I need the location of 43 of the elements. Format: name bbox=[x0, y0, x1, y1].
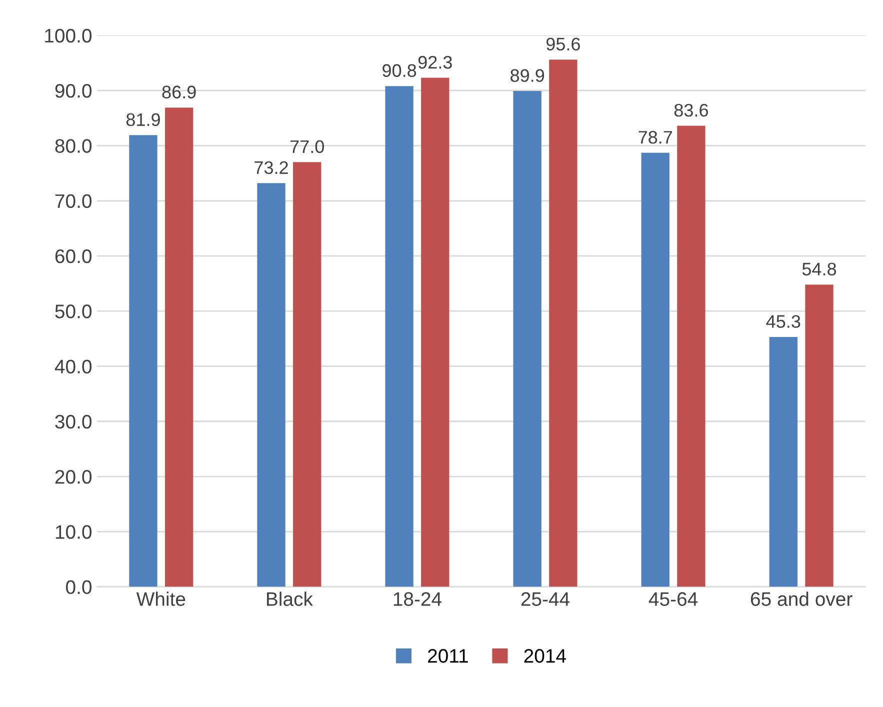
data-label: 90.8 bbox=[382, 64, 416, 77]
data-label: 45.3 bbox=[766, 315, 800, 328]
bar bbox=[293, 162, 322, 587]
y-tick-label: 60.0 bbox=[55, 249, 92, 264]
bar bbox=[129, 135, 158, 587]
data-label: 86.9 bbox=[162, 86, 196, 98]
x-tick-label: White bbox=[136, 592, 186, 606]
x-tick-label: Black bbox=[267, 592, 313, 606]
data-label: 81.9 bbox=[126, 113, 160, 126]
bar bbox=[677, 126, 706, 587]
data-label: 95.6 bbox=[546, 38, 580, 50]
bar bbox=[421, 78, 450, 587]
y-tick-label: 20.0 bbox=[55, 470, 92, 484]
data-label: 73.2 bbox=[254, 161, 288, 174]
data-label: 78.7 bbox=[638, 130, 672, 144]
data-label: 92.3 bbox=[418, 56, 452, 69]
legend-label: 2014 bbox=[524, 649, 566, 663]
y-tick-label: 0.0 bbox=[66, 580, 92, 594]
x-tick-label: 25-44 bbox=[521, 592, 570, 606]
y-tick-label: 40.0 bbox=[54, 360, 92, 374]
bar bbox=[513, 91, 542, 587]
bar bbox=[769, 337, 798, 587]
bar bbox=[385, 86, 414, 587]
data-label: 54.8 bbox=[802, 262, 836, 276]
y-tick-label: 70.0 bbox=[55, 194, 92, 208]
bar bbox=[805, 284, 834, 587]
bar bbox=[549, 60, 578, 587]
y-tick-label: 100.0 bbox=[45, 28, 92, 43]
x-tick-label: 65 and over bbox=[750, 592, 852, 606]
bar bbox=[641, 152, 670, 587]
bar bbox=[164, 108, 194, 587]
x-tick-label: 45-64 bbox=[648, 592, 698, 606]
data-label: 89.9 bbox=[510, 69, 544, 82]
y-tick-label: 90.0 bbox=[55, 84, 92, 98]
data-label: 77.0 bbox=[290, 140, 324, 154]
x-tick-label: 18-24 bbox=[394, 592, 442, 606]
bar bbox=[257, 183, 286, 587]
y-tick-label: 50.0 bbox=[55, 304, 92, 318]
data-label: 83.6 bbox=[674, 104, 708, 117]
y-tick-label: 10.0 bbox=[56, 525, 92, 539]
legend-label: 2011 bbox=[428, 649, 468, 663]
y-tick-label: 80.0 bbox=[55, 139, 92, 153]
y-tick-label: 30.0 bbox=[55, 414, 92, 429]
